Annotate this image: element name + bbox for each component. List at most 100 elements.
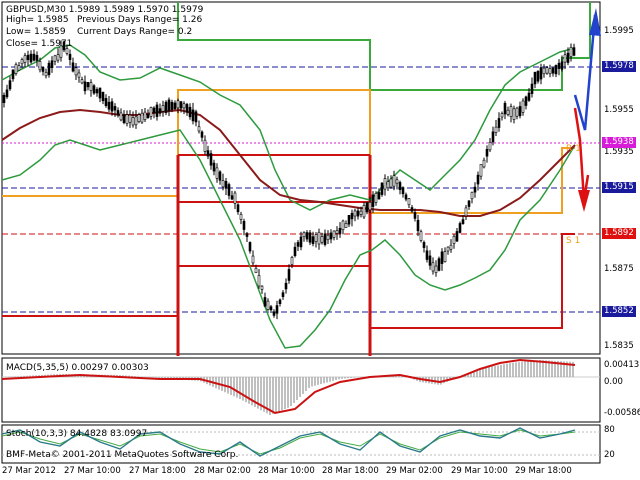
candle-body [107, 101, 111, 110]
candle-body [152, 107, 156, 114]
candle-body [302, 232, 306, 238]
candle-body [59, 45, 63, 58]
candle-body [254, 267, 258, 274]
candle-body [551, 67, 555, 74]
macd-tick: -0.00586 [604, 408, 640, 418]
candle-body [200, 131, 204, 138]
candle-body [377, 192, 381, 200]
prev-range-label: Previous Days Range= 1.26 [77, 15, 203, 25]
pivot-red-main [2, 315, 179, 356]
macd-bar [530, 360, 532, 377]
stoch-chart[interactable] [0, 424, 640, 464]
macd-bar [278, 377, 280, 412]
candle-body [554, 65, 558, 75]
macd-bar [128, 375, 130, 377]
macd-bar [308, 377, 310, 388]
candle-body [92, 85, 96, 94]
candle-body [146, 114, 150, 119]
candle-body [317, 231, 321, 245]
macd-bar [482, 368, 484, 377]
candle-body [566, 52, 570, 63]
macd-chart[interactable] [0, 357, 640, 423]
stoch-pane[interactable]: Stoch(10,3,3) 84.4828 83.0997 80 20 BMF-… [0, 424, 640, 464]
macd-bar [311, 377, 313, 387]
macd-bar [245, 377, 247, 403]
forecast-blue-line [573, 14, 597, 131]
candle-body [281, 292, 285, 297]
candle-body [404, 194, 408, 200]
candle-body [50, 60, 54, 69]
candle-body [233, 192, 237, 204]
stoch-signal-line [1, 429, 576, 455]
candle-body [119, 112, 123, 121]
candle-body [347, 214, 351, 225]
candle-body [266, 300, 270, 310]
candle-body [161, 105, 165, 112]
candle-body [311, 236, 315, 244]
candle-body [353, 210, 357, 217]
candle-body [14, 64, 18, 74]
macd-bar [344, 377, 346, 379]
candle-body [362, 205, 366, 218]
candle-body [257, 275, 261, 287]
candle-body [164, 101, 168, 113]
candle-body [62, 41, 66, 51]
macd-bar [272, 377, 274, 414]
macd-bar [491, 366, 493, 377]
candle-body [371, 194, 375, 207]
candle-body [182, 103, 186, 109]
macd-bar [230, 377, 232, 395]
macd-bar [326, 377, 328, 383]
candle-body [260, 285, 264, 290]
pivot-levels [2, 2, 591, 356]
macd-bar [275, 377, 277, 413]
forecast-arrows [573, 8, 601, 212]
candle-body [26, 54, 30, 60]
candle-body [572, 47, 576, 56]
macd-bar [320, 377, 322, 385]
price-tag: 1.5978 [602, 61, 636, 72]
candle-body [263, 297, 267, 307]
bollinger-bands [1, 44, 576, 349]
candle-body [275, 305, 279, 314]
candle-body [476, 174, 480, 185]
candle-body [221, 180, 225, 188]
candle-body [83, 81, 87, 92]
candle-body [224, 181, 228, 189]
macd-bar [497, 365, 499, 377]
candle-body [416, 219, 420, 232]
macd-bar [335, 377, 337, 381]
macd-bar [134, 376, 136, 377]
macd-bar [14, 376, 16, 377]
stoch-tick: 80 [604, 425, 615, 435]
candle-body [191, 109, 195, 122]
candle-body [341, 220, 345, 231]
candlesticks [2, 40, 576, 320]
candle-body [470, 191, 474, 200]
candle-body [359, 210, 363, 215]
candle-body [326, 234, 330, 241]
macd-bar [473, 371, 475, 377]
macd-bar [329, 377, 331, 382]
moving-average [1, 108, 576, 217]
candle-body [236, 204, 240, 213]
x-tick-label: 27 Mar 10:00 [64, 466, 121, 476]
macd-bar [569, 361, 571, 377]
candle-body [443, 251, 447, 263]
macd-pane[interactable]: MACD(5,35,5) 0.00297 0.00303 0.00413 0.0… [0, 357, 640, 423]
candle-body [305, 232, 309, 240]
macd-bar [257, 377, 259, 409]
price-pane[interactable]: GBPUSD,M30 1.5989 1.5989 1.5970 1.5979 H… [0, 0, 640, 356]
candle-body [503, 102, 507, 115]
macd-bar [560, 361, 562, 377]
macd-bar [503, 364, 505, 377]
candle-body [155, 104, 159, 117]
candle-body [20, 59, 24, 65]
macd-bar [488, 367, 490, 377]
price-chart[interactable] [0, 0, 640, 356]
x-tick-label: 29 Mar 18:00 [515, 466, 572, 476]
candle-body [56, 54, 60, 61]
macd-bar [293, 377, 295, 403]
macd-bar [314, 377, 316, 386]
candle-body [308, 232, 312, 243]
